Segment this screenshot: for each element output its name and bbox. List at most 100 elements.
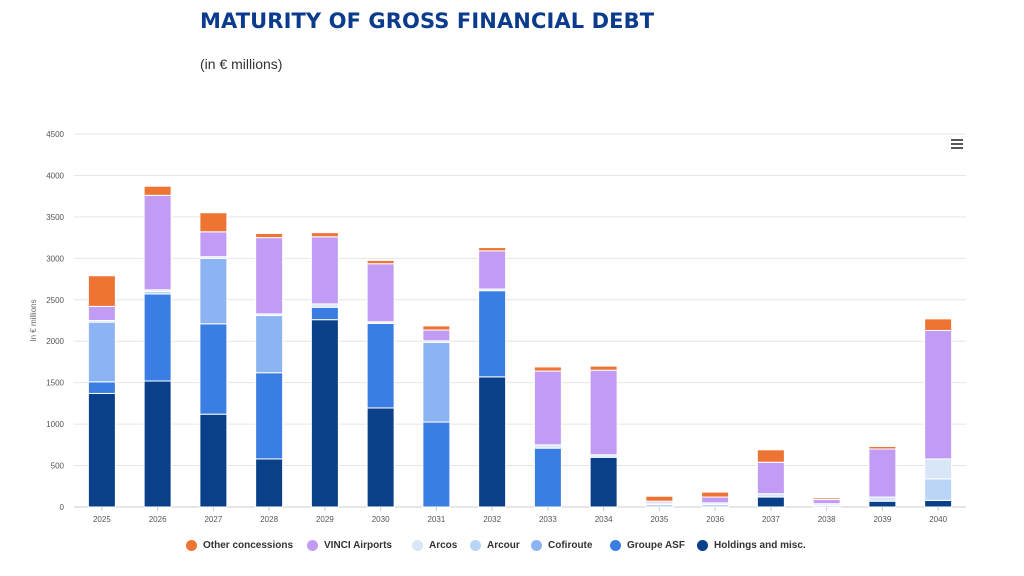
legend-label: Arcour	[487, 540, 520, 551]
menu-line	[951, 147, 963, 149]
legend-label: VINCI Airports	[324, 540, 392, 551]
bar-groupe-asf-2032	[478, 290, 507, 378]
y-axis-title: In € millions	[29, 299, 38, 341]
bar-holdings-and-misc--2030	[366, 407, 395, 508]
bar-other-concessions-2034	[589, 365, 618, 371]
page-title: MATURITY OF GROSS FINANCIAL DEBT	[200, 9, 655, 33]
x-tick-label: 2038	[818, 515, 836, 524]
bar-vinci-airports-2034	[589, 369, 618, 456]
y-tick-label: 500	[51, 462, 65, 471]
bar-holdings-and-misc--2029	[310, 319, 339, 508]
bar-other-concessions-2035	[645, 495, 674, 502]
bar-holdings-and-misc--2028	[255, 458, 284, 508]
legend-item-groupe-asf[interactable]: Groupe ASF	[610, 540, 685, 551]
y-tick-label: 2000	[46, 337, 64, 346]
x-tick-label: 2029	[316, 515, 334, 524]
hamburger-menu-icon[interactable]	[948, 136, 966, 152]
legend-marker	[697, 540, 708, 551]
bar-vinci-airports-2036	[701, 496, 730, 504]
bar-vinci-airports-2031	[422, 329, 451, 342]
bar-holdings-and-misc--2026	[143, 380, 172, 508]
bar-cofiroute-2028	[255, 315, 284, 374]
menu-line	[951, 143, 963, 145]
x-tick-label: 2032	[483, 515, 501, 524]
bar-holdings-and-misc--2039	[868, 500, 897, 508]
bar-other-concessions-2038	[812, 497, 841, 501]
legend-marker	[470, 540, 481, 551]
bar-groupe-asf-2027	[199, 323, 228, 415]
bar-vinci-airports-2039	[868, 448, 897, 498]
y-tick-label: 0	[60, 503, 65, 512]
bar-other-concessions-2025	[87, 275, 116, 307]
bar-vinci-airports-2025	[87, 305, 116, 321]
bar-vinci-airports-2028	[255, 237, 284, 315]
bar-other-concessions-2036	[701, 491, 730, 498]
x-tick-label: 2036	[706, 515, 724, 524]
x-tick-label: 2031	[427, 515, 445, 524]
y-tick-label: 1500	[46, 379, 64, 388]
bar-other-concessions-2033	[533, 366, 562, 372]
bar-holdings-and-misc--2025	[87, 392, 116, 508]
y-tick-label: 3500	[46, 213, 64, 222]
legend-item-holdings-and-misc-[interactable]: Holdings and misc.	[697, 540, 806, 551]
bar-vinci-airports-2027	[199, 231, 228, 258]
bar-vinci-airports-2030	[366, 263, 395, 323]
legend-item-other-concessions[interactable]: Other concessions	[186, 540, 293, 551]
y-tick-label: 4000	[46, 171, 64, 180]
bar-other-concessions-2030	[366, 259, 395, 265]
bar-holdings-and-misc--2032	[478, 376, 507, 508]
legend-label: Holdings and misc.	[714, 540, 806, 551]
bar-holdings-and-misc--2034	[589, 456, 618, 508]
x-tick-label: 2039	[873, 515, 891, 524]
bar-groupe-asf-2030	[366, 322, 395, 409]
chart-legend: Other concessions VINCI Airports Arcos Arco…	[0, 540, 1024, 556]
bar-vinci-airports-2038	[812, 499, 841, 505]
bar-other-concessions-2039	[868, 445, 897, 450]
legend-marker	[531, 540, 542, 551]
legend-label: Arcos	[429, 540, 458, 551]
bar-groupe-asf-2028	[255, 372, 284, 460]
y-tick-label: 2500	[46, 296, 64, 305]
bar-groupe-asf-2031	[422, 421, 451, 508]
x-tick-label: 2030	[372, 515, 390, 524]
bar-cofiroute-2027	[199, 257, 228, 325]
x-tick-label: 2033	[539, 515, 557, 524]
bar-arcos-2039	[868, 496, 897, 502]
bar-vinci-airports-2040	[924, 329, 953, 460]
x-tick-label: 2035	[650, 515, 668, 524]
legend-item-cofiroute[interactable]: Cofiroute	[531, 540, 592, 551]
bar-other-concessions-2028	[255, 232, 284, 239]
bar-arcos-2040	[924, 458, 953, 480]
legend-marker	[307, 540, 318, 551]
x-tick-label: 2027	[204, 515, 222, 524]
legend-item-arcour[interactable]: Arcour	[470, 540, 520, 551]
bar-other-concessions-2026	[143, 185, 172, 196]
x-tick-label: 2026	[149, 515, 167, 524]
bar-vinci-airports-2037	[756, 461, 785, 495]
bar-cofiroute-2031	[422, 341, 451, 423]
x-tick-label: 2034	[595, 515, 613, 524]
legend-item-arcos[interactable]: Arcos	[412, 540, 457, 551]
x-tick-label: 2025	[93, 515, 111, 524]
x-tick-label: 2028	[260, 515, 278, 524]
bar-other-concessions-2040	[924, 318, 953, 331]
x-tick-label: 2040	[929, 515, 947, 524]
legend-label: Cofiroute	[548, 540, 593, 551]
legend-label: Other concessions	[203, 540, 294, 551]
bar-arcour-2040	[924, 478, 953, 501]
y-tick-label: 1000	[46, 420, 64, 429]
x-tick-label: 2037	[762, 515, 780, 524]
bar-groupe-asf-2033	[533, 447, 562, 508]
bar-other-concessions-2037	[756, 449, 785, 463]
bar-groupe-asf-2026	[143, 293, 172, 382]
legend-marker	[412, 540, 423, 551]
bar-holdings-and-misc--2027	[199, 413, 228, 508]
bar-groupe-asf-2029	[310, 306, 339, 321]
bar-vinci-airports-2033	[533, 370, 562, 446]
bar-vinci-airports-2029	[310, 236, 339, 305]
bar-other-concessions-2031	[422, 325, 451, 331]
legend-marker	[186, 540, 197, 551]
legend-item-vinci-airports[interactable]: VINCI Airports	[307, 540, 392, 551]
bar-holdings-and-misc--2037	[756, 496, 785, 508]
